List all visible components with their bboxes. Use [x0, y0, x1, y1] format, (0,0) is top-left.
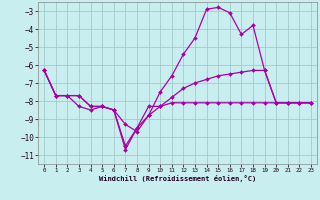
X-axis label: Windchill (Refroidissement éolien,°C): Windchill (Refroidissement éolien,°C) [99, 175, 256, 182]
